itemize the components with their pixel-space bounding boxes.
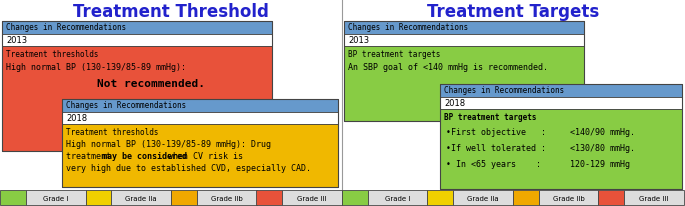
Bar (62, 99, 338, 112)
Bar (62, 124, 338, 187)
Bar (440, 85, 682, 97)
Text: 2013: 2013 (348, 36, 369, 45)
Text: Treatment Threshold: Treatment Threshold (73, 3, 269, 21)
Text: Treatment thresholds: Treatment thresholds (66, 127, 158, 136)
Text: Changes in Recommendations: Changes in Recommendations (348, 23, 469, 32)
Bar (440, 97, 682, 109)
Text: An SBP goal of <140 mmHg is recommended.: An SBP goal of <140 mmHg is recommended. (348, 63, 548, 72)
Text: Grade IIb: Grade IIb (211, 195, 242, 201)
Bar (2, 22, 272, 151)
Text: <130/80 mmHg.: <130/80 mmHg. (570, 143, 635, 152)
Bar (25, 190, 86, 205)
Bar (440, 109, 682, 189)
Text: BP treatment targets: BP treatment targets (348, 50, 440, 59)
Text: Grade I: Grade I (385, 195, 410, 201)
Text: Changes in Recommendations: Changes in Recommendations (6, 23, 126, 32)
Bar (171, 190, 197, 205)
Text: Grade I: Grade I (43, 195, 68, 201)
Bar (453, 190, 513, 205)
Text: Grade III: Grade III (639, 195, 669, 201)
Bar (599, 190, 624, 205)
Bar (62, 112, 338, 124)
Text: very high due to established CVD, especially CAD.: very high due to established CVD, especi… (66, 163, 311, 172)
Text: Not recommended.: Not recommended. (97, 79, 205, 89)
Bar (440, 85, 682, 189)
Bar (197, 190, 256, 205)
Bar (2, 47, 272, 151)
Text: BP treatment targets: BP treatment targets (444, 112, 536, 121)
Text: Treatment Targets: Treatment Targets (427, 3, 599, 21)
Bar (368, 190, 427, 205)
Bar (344, 22, 584, 121)
Bar (2, 35, 272, 47)
Text: Grade IIa: Grade IIa (467, 195, 499, 201)
Text: Grade IIb: Grade IIb (553, 195, 584, 201)
Bar (282, 190, 342, 205)
Bar (624, 190, 684, 205)
Text: 2018: 2018 (444, 98, 465, 108)
Text: Changes in Recommendations: Changes in Recommendations (66, 101, 186, 109)
Bar (538, 190, 599, 205)
Text: Treatment thresholds: Treatment thresholds (6, 50, 99, 59)
Text: Changes in Recommendations: Changes in Recommendations (444, 85, 564, 95)
Text: • In <65 years    :: • In <65 years : (446, 159, 541, 168)
Bar (344, 47, 584, 121)
Bar (2, 22, 272, 35)
Text: •First objective   :: •First objective : (446, 127, 546, 136)
Text: Grade IIa: Grade IIa (125, 195, 157, 201)
Bar (0, 190, 25, 205)
Text: <140/90 mmHg.: <140/90 mmHg. (570, 127, 635, 136)
Text: High normal BP (130-139/85-89 mmHg):: High normal BP (130-139/85-89 mmHg): (6, 63, 186, 72)
Bar (513, 190, 538, 205)
Bar (427, 190, 453, 205)
Text: 2013: 2013 (6, 36, 27, 45)
Text: Grade III: Grade III (297, 195, 327, 201)
Bar (344, 22, 584, 35)
Bar (86, 190, 111, 205)
Text: 2018: 2018 (66, 114, 87, 122)
Bar (62, 99, 338, 187)
Text: •If well tolerated :: •If well tolerated : (446, 143, 546, 152)
Bar (111, 190, 171, 205)
Bar (342, 190, 368, 205)
Bar (344, 35, 584, 47)
Bar (256, 190, 282, 205)
Text: High normal BP (130-139/85-89 mmHg): Drug: High normal BP (130-139/85-89 mmHg): Dru… (66, 139, 271, 148)
Text: treatment: treatment (66, 151, 116, 160)
Text: when CV risk is: when CV risk is (162, 151, 242, 160)
Text: may be considered: may be considered (102, 151, 187, 160)
Text: 120-129 mmHg: 120-129 mmHg (570, 159, 630, 168)
